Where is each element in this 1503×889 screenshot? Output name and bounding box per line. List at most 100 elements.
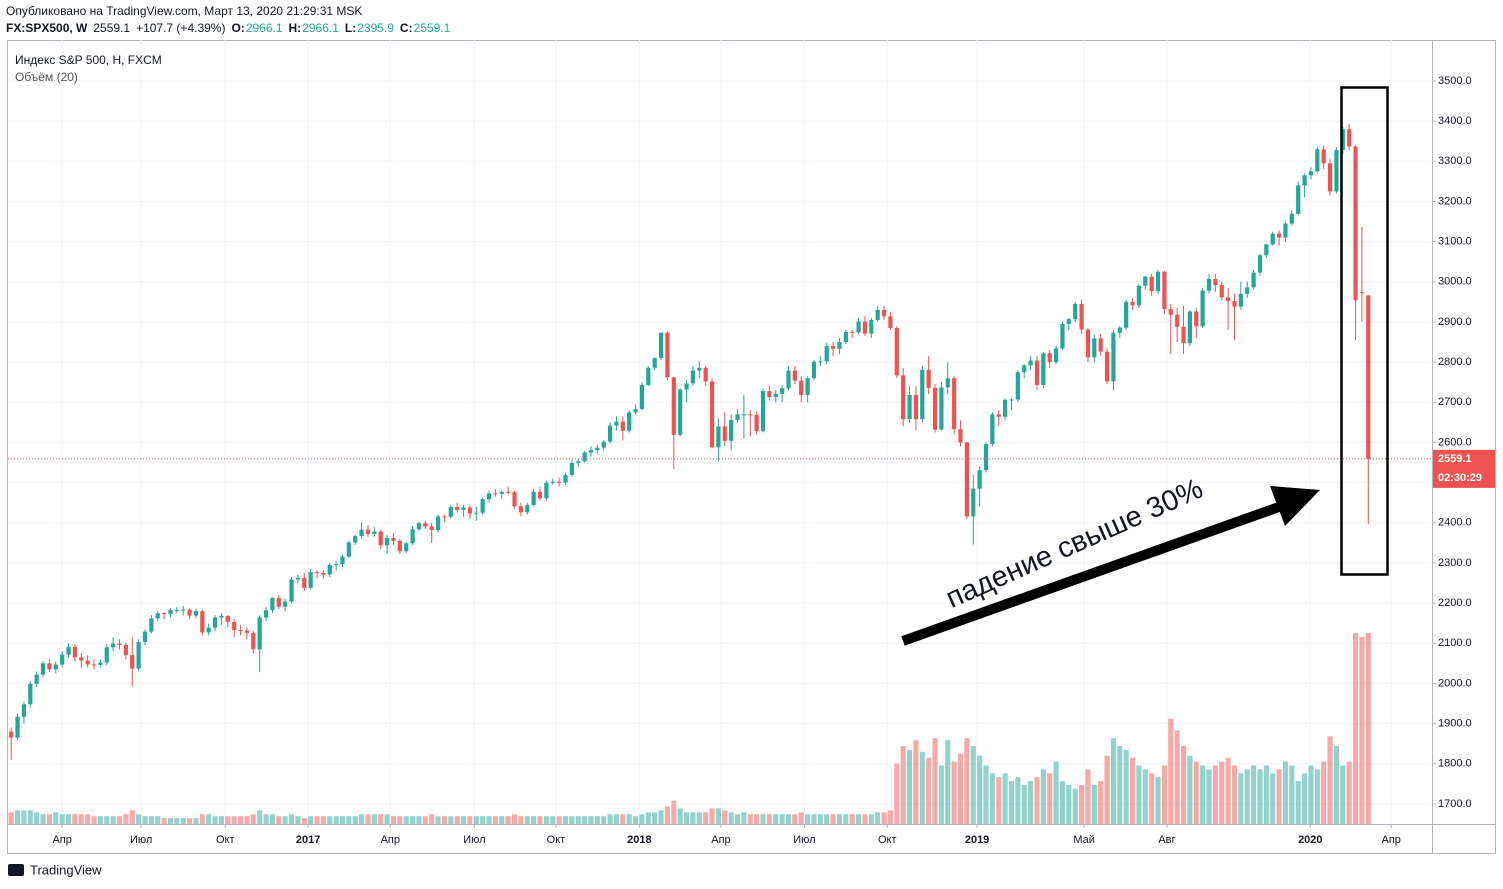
- candle-body: [1060, 323, 1065, 349]
- volume-bar: [824, 814, 830, 824]
- volume-bar: [473, 816, 479, 824]
- volume-bar: [932, 738, 938, 824]
- candle-body: [1359, 292, 1365, 294]
- volume-bar: [1231, 765, 1238, 824]
- volume-bar: [996, 777, 1002, 824]
- volume-bar: [486, 816, 492, 824]
- candle-body: [875, 309, 880, 320]
- volume-bar: [830, 814, 836, 824]
- volume-bar: [1263, 765, 1269, 824]
- candle-body: [881, 309, 887, 317]
- volume-bar: [1034, 777, 1040, 824]
- candle-body: [378, 531, 383, 546]
- candle-body: [1194, 311, 1199, 327]
- volume-bar: [1295, 781, 1301, 824]
- x-tick-label: 2020: [1298, 834, 1322, 846]
- volume-bar: [359, 814, 365, 824]
- volume-bar: [1015, 777, 1021, 824]
- arrow-shaft: [901, 498, 1292, 646]
- volume-bar: [1193, 761, 1199, 824]
- volume-bar: [187, 818, 193, 824]
- candle-body: [646, 367, 651, 386]
- volume-bar: [766, 814, 772, 824]
- volume-bar: [773, 814, 779, 824]
- candle-body: [1175, 314, 1180, 327]
- candle-body: [1289, 213, 1294, 224]
- candle-body: [1085, 329, 1091, 358]
- candle-body: [748, 414, 753, 416]
- volume-bar: [199, 814, 205, 824]
- candle-body: [174, 609, 179, 611]
- ohlc-value: 2395.9: [357, 21, 394, 35]
- volume-bar: [926, 757, 932, 824]
- candle-body: [155, 613, 160, 619]
- volume-bar: [613, 814, 620, 824]
- candle-body: [1251, 272, 1256, 288]
- volume-bar: [397, 816, 403, 824]
- volume-bar: [257, 810, 263, 824]
- legend-title: Индекс S&P 500, Н, FXCM: [15, 53, 162, 67]
- volume-bar: [664, 806, 670, 824]
- volume-bar: [339, 816, 346, 824]
- candle-body: [1232, 301, 1237, 307]
- candle-body: [926, 369, 931, 388]
- candle-body: [1308, 171, 1314, 176]
- volume-bar: [1091, 785, 1097, 824]
- candle-body: [1187, 311, 1192, 344]
- candle-body: [91, 664, 97, 666]
- volume-bar: [945, 740, 951, 824]
- ohlc-label: H:: [289, 21, 302, 35]
- candle-body: [238, 630, 243, 632]
- candle-body: [232, 621, 237, 631]
- volume-bar: [180, 818, 186, 824]
- candle-body: [340, 556, 345, 565]
- volume-bar: [652, 812, 658, 824]
- candle-body: [1270, 233, 1275, 245]
- candle-body: [321, 572, 326, 575]
- candle-body: [200, 611, 205, 633]
- volume-bar: [734, 814, 741, 824]
- candle-body: [760, 391, 766, 432]
- volume-bar: [594, 816, 600, 824]
- volume-bar: [410, 816, 416, 824]
- symbol-line: FX:SPX500, W 2559.1 +107.7 (+4.39%) O: 2966.…: [6, 21, 451, 35]
- candle-body: [372, 531, 377, 535]
- change: +107.7 (+4.39%): [136, 21, 225, 35]
- candle-body: [34, 674, 39, 684]
- candle-body: [334, 564, 339, 566]
- candle-body: [60, 654, 65, 665]
- volume-bar: [346, 816, 352, 824]
- volume-bar: [1180, 746, 1187, 824]
- candle-body: [98, 662, 103, 665]
- candle-body: [1124, 301, 1129, 328]
- y-tick-label: 3000.0: [1438, 276, 1472, 288]
- candle-body: [47, 663, 52, 670]
- volume-bar: [556, 816, 562, 824]
- candle-body: [518, 506, 523, 513]
- volume-bar: [1282, 761, 1289, 824]
- volume-bar: [709, 808, 715, 824]
- volume-bar: [21, 810, 27, 824]
- candle-body: [346, 542, 351, 557]
- candle-body: [1219, 285, 1224, 298]
- volume-bar: [626, 814, 632, 824]
- candle-body: [21, 704, 27, 717]
- volume-bar: [1238, 773, 1244, 824]
- candle-body: [939, 387, 944, 430]
- volume-bar: [817, 814, 823, 824]
- candle-body: [314, 572, 320, 574]
- candle-body: [410, 529, 415, 544]
- candle-body: [1034, 360, 1040, 386]
- candle-body: [1245, 287, 1250, 294]
- volume-bar: [964, 738, 970, 824]
- last-price-box: [1433, 449, 1495, 488]
- x-tick-label: Авг: [1158, 834, 1175, 846]
- volume-bar: [110, 816, 116, 824]
- volume-bar: [231, 816, 237, 824]
- y-tick-label: 3300.0: [1438, 155, 1472, 167]
- volume-bar: [1085, 769, 1091, 824]
- candle-body: [792, 370, 797, 381]
- candle-body: [283, 601, 288, 607]
- volume-bar: [59, 814, 65, 824]
- volume-bar: [524, 816, 530, 824]
